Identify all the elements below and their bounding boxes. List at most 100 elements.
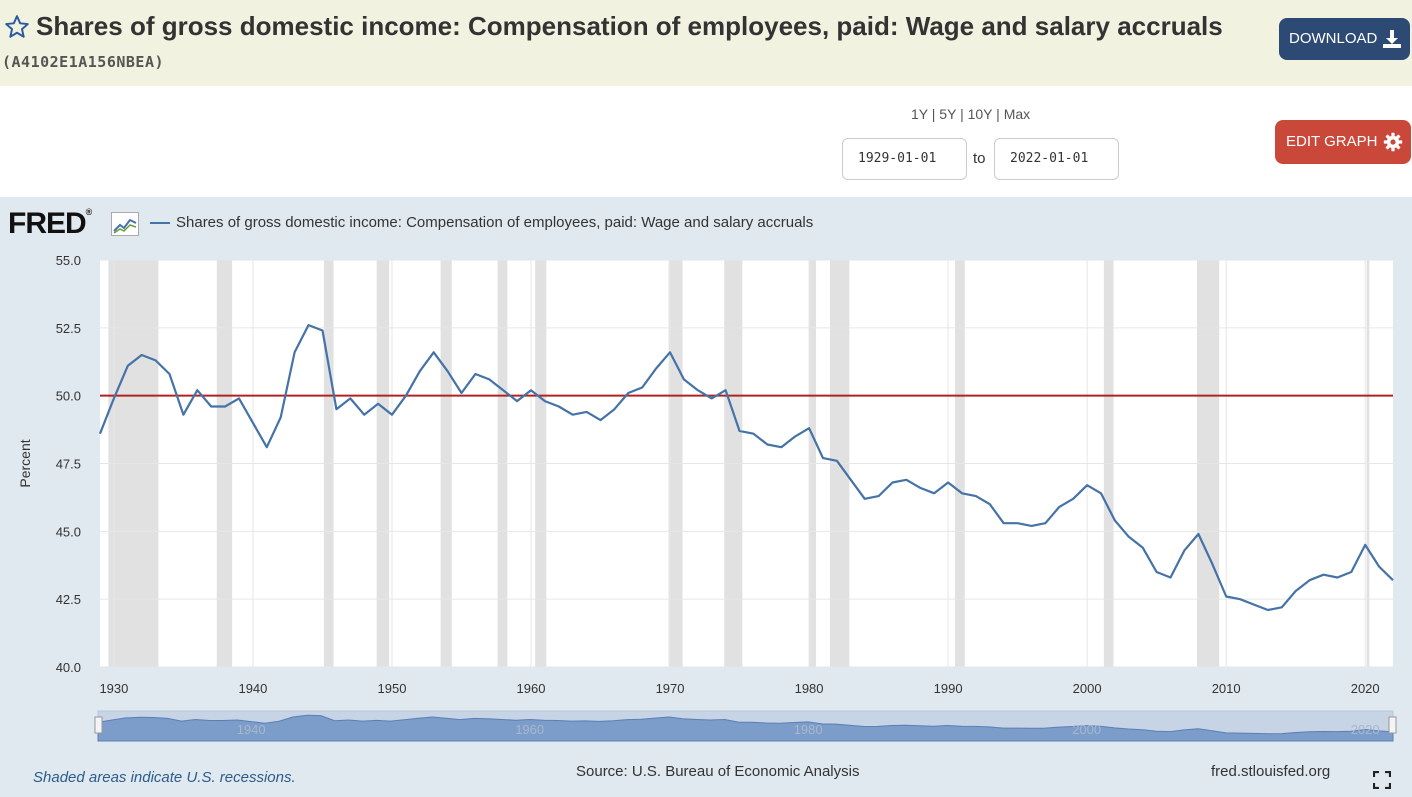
data-point[interactable] xyxy=(514,398,520,404)
data-point[interactable] xyxy=(903,477,909,483)
range-1y-link[interactable]: 1Y xyxy=(911,106,928,122)
data-point[interactable] xyxy=(737,428,743,434)
data-point[interactable] xyxy=(1001,520,1007,526)
data-point[interactable] xyxy=(1307,577,1313,583)
data-point[interactable] xyxy=(723,387,729,393)
data-point[interactable] xyxy=(778,444,784,450)
data-point[interactable] xyxy=(681,376,687,382)
data-point[interactable] xyxy=(431,349,437,355)
data-point[interactable] xyxy=(111,395,117,401)
data-point[interactable] xyxy=(917,485,923,491)
data-point[interactable] xyxy=(611,406,617,412)
data-point[interactable] xyxy=(862,496,868,502)
navigator-handle-right[interactable] xyxy=(1388,716,1397,734)
data-point[interactable] xyxy=(264,444,270,450)
data-point[interactable] xyxy=(528,387,534,393)
data-point[interactable] xyxy=(750,431,756,437)
data-point[interactable] xyxy=(1070,496,1076,502)
data-point[interactable] xyxy=(1223,593,1229,599)
data-point[interactable] xyxy=(1362,542,1368,548)
data-point[interactable] xyxy=(876,493,882,499)
data-point[interactable] xyxy=(598,417,604,423)
data-point[interactable] xyxy=(1209,561,1215,567)
end-date-input[interactable]: 2022-01-01 xyxy=(994,138,1119,180)
data-point[interactable] xyxy=(278,414,284,420)
data-point[interactable] xyxy=(1168,574,1174,580)
data-point[interactable] xyxy=(709,395,715,401)
star-icon[interactable] xyxy=(4,14,30,40)
range-max-link[interactable]: Max xyxy=(1003,106,1031,122)
data-point[interactable] xyxy=(1320,572,1326,578)
data-point[interactable] xyxy=(1112,517,1118,523)
edit-graph-button[interactable]: EDIT GRAPH xyxy=(1275,120,1411,164)
data-point[interactable] xyxy=(1056,504,1062,510)
data-point[interactable] xyxy=(1390,577,1396,583)
download-button[interactable]: DOWNLOAD xyxy=(1279,18,1410,60)
data-point[interactable] xyxy=(403,393,409,399)
data-point[interactable] xyxy=(806,425,812,431)
data-point[interactable] xyxy=(1029,523,1035,529)
start-date-input[interactable]: 1929-01-01 xyxy=(842,138,967,180)
data-point[interactable] xyxy=(139,352,145,358)
site-link[interactable]: fred.stlouisfed.org xyxy=(1211,763,1331,780)
data-point[interactable] xyxy=(987,501,993,507)
data-point[interactable] xyxy=(973,493,979,499)
data-point[interactable] xyxy=(1348,569,1354,575)
data-point[interactable] xyxy=(556,404,562,410)
data-point[interactable] xyxy=(1042,520,1048,526)
data-point[interactable] xyxy=(695,387,701,393)
data-point[interactable] xyxy=(1376,564,1382,570)
data-point[interactable] xyxy=(486,376,492,382)
data-point[interactable] xyxy=(653,366,659,372)
data-point[interactable] xyxy=(834,458,840,464)
data-point[interactable] xyxy=(458,390,464,396)
line-chart[interactable]: 40.0 42.5 45.0 47.5 50.0 52.5 55.0 1930 1940 1950… xyxy=(0,240,1412,748)
data-point[interactable] xyxy=(194,387,200,393)
data-point[interactable] xyxy=(445,368,451,374)
data-point[interactable] xyxy=(931,490,937,496)
data-point[interactable] xyxy=(1265,607,1271,613)
data-point[interactable] xyxy=(389,412,395,418)
data-point[interactable] xyxy=(180,412,186,418)
data-point[interactable] xyxy=(1084,482,1090,488)
data-point[interactable] xyxy=(222,404,228,410)
data-point[interactable] xyxy=(292,349,298,355)
data-point[interactable] xyxy=(848,477,854,483)
data-point[interactable] xyxy=(1237,596,1243,602)
data-point[interactable] xyxy=(319,328,325,334)
range-10y-link[interactable]: 10Y xyxy=(967,106,993,122)
data-point[interactable] xyxy=(584,409,590,415)
range-5y-link[interactable]: 5Y xyxy=(939,106,957,122)
data-point[interactable] xyxy=(347,395,353,401)
data-point[interactable] xyxy=(820,455,826,461)
data-point[interactable] xyxy=(625,390,631,396)
series-line[interactable] xyxy=(98,323,1394,612)
data-point[interactable] xyxy=(1195,531,1201,537)
data-point[interactable] xyxy=(1334,574,1340,580)
fullscreen-icon[interactable] xyxy=(1373,771,1391,789)
data-point[interactable] xyxy=(1126,534,1132,540)
data-point[interactable] xyxy=(500,387,506,393)
data-point[interactable] xyxy=(167,371,173,377)
data-point[interactable] xyxy=(667,349,673,355)
data-point[interactable] xyxy=(125,363,131,369)
data-point[interactable] xyxy=(639,385,645,391)
data-point[interactable] xyxy=(472,371,478,377)
data-point[interactable] xyxy=(542,398,548,404)
data-point[interactable] xyxy=(959,490,965,496)
data-point[interactable] xyxy=(1279,604,1285,610)
data-point[interactable] xyxy=(792,433,798,439)
data-point[interactable] xyxy=(375,401,381,407)
data-point[interactable] xyxy=(889,479,895,485)
data-point[interactable] xyxy=(945,479,951,485)
data-point[interactable] xyxy=(764,442,770,448)
data-point[interactable] xyxy=(1181,547,1187,553)
data-point[interactable] xyxy=(333,406,339,412)
data-point[interactable] xyxy=(570,412,576,418)
data-point[interactable] xyxy=(1154,569,1160,575)
data-point[interactable] xyxy=(236,395,242,401)
data-point[interactable] xyxy=(1098,490,1104,496)
data-point[interactable] xyxy=(1015,520,1021,526)
data-point[interactable] xyxy=(306,322,312,328)
navigator-handle-left[interactable] xyxy=(94,716,103,734)
